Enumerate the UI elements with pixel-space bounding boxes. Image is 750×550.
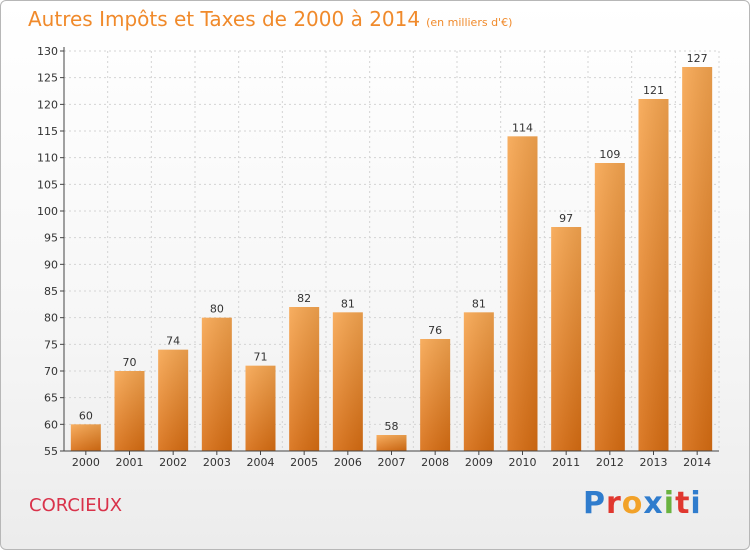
- x-tick-label: 2012: [596, 456, 624, 469]
- y-tick-label: 95: [44, 232, 58, 245]
- x-tick-label: 2009: [465, 456, 493, 469]
- data-label: 80: [210, 303, 224, 316]
- x-tick-label: 2011: [552, 456, 580, 469]
- bar-shade: [507, 136, 538, 452]
- proxiti-logo: Proxiti: [583, 486, 702, 521]
- y-tick-label: 120: [37, 98, 58, 111]
- y-tick-label: 60: [44, 418, 58, 431]
- chart-title-text: Autres Impôts et Taxes de 2000 à 2014: [28, 7, 421, 31]
- bar-shade: [114, 371, 145, 451]
- data-label: 82: [297, 292, 311, 305]
- bar-shade: [332, 312, 363, 451]
- data-label: 71: [254, 351, 268, 364]
- bar-shade: [682, 67, 713, 451]
- bars: [70, 67, 713, 452]
- x-tick-label: 2000: [72, 456, 100, 469]
- y-tick-label: 115: [37, 125, 58, 138]
- logo-letter: r: [606, 486, 622, 521]
- y-tick-label: 85: [44, 285, 58, 298]
- logo-letter: i: [663, 486, 676, 521]
- logo-letter: P: [583, 486, 606, 521]
- x-tick-label: 2002: [159, 456, 187, 469]
- bar-shade: [70, 424, 101, 451]
- data-label: 81: [472, 297, 486, 310]
- x-tick-label: 2014: [683, 456, 711, 469]
- bar-shade: [638, 99, 669, 451]
- chart-title: Autres Impôts et Taxes de 2000 à 2014 (en…: [28, 7, 512, 31]
- axes: [60, 47, 719, 455]
- x-tick-label: 2008: [421, 456, 449, 469]
- bar-shade: [376, 435, 407, 451]
- x-tick-label: 2003: [203, 456, 231, 469]
- data-label: 127: [687, 52, 708, 65]
- y-tick-label: 65: [44, 392, 58, 405]
- x-tick-label: 2004: [247, 456, 275, 469]
- bar-shade: [289, 307, 320, 451]
- data-label: 74: [166, 335, 180, 348]
- bar-shade: [463, 312, 494, 451]
- data-label: 109: [599, 148, 620, 161]
- x-tick-label: 2006: [334, 456, 362, 469]
- data-label: 81: [341, 297, 355, 310]
- data-label: 114: [512, 121, 533, 134]
- bar-shade: [158, 349, 189, 451]
- y-tick-label: 105: [37, 178, 58, 191]
- logo-letter: t: [675, 486, 691, 521]
- logo-letter: x: [643, 486, 664, 521]
- x-tick-label: 2001: [116, 456, 144, 469]
- bar-shade: [594, 163, 625, 451]
- data-label: 58: [385, 420, 399, 433]
- y-tick-label: 80: [44, 312, 58, 325]
- bar-shade: [201, 317, 232, 451]
- bar-shade: [420, 339, 451, 451]
- data-label: 76: [428, 324, 442, 337]
- bar-shade: [551, 227, 582, 451]
- data-label: 60: [79, 409, 93, 422]
- bar-shade: [245, 365, 276, 451]
- logo-letter: i: [690, 486, 702, 521]
- chart-subtitle: (en milliers d'€): [426, 16, 513, 29]
- y-tick-label: 130: [37, 45, 58, 58]
- y-tick-label: 110: [37, 152, 58, 165]
- data-label: 97: [559, 212, 573, 225]
- y-tick-label: 70: [44, 365, 58, 378]
- logo-letter: o: [621, 486, 644, 521]
- commune-name: CORCIEUX: [29, 495, 123, 516]
- y-tick-label: 55: [44, 445, 58, 458]
- y-tick-label: 100: [37, 205, 58, 218]
- x-tick-label: 2005: [290, 456, 318, 469]
- data-label: 121: [643, 84, 664, 97]
- y-tick-label: 125: [37, 72, 58, 85]
- x-tick-label: 2010: [509, 456, 537, 469]
- y-tick-label: 90: [44, 258, 58, 271]
- y-tick-label: 75: [44, 338, 58, 351]
- labels: 55 60 65 70 75 80 85 90 95 100 105 110 115 120 125 130 6…: [37, 45, 711, 469]
- x-tick-label: 2007: [378, 456, 406, 469]
- data-label: 70: [123, 356, 137, 369]
- x-tick-label: 2013: [640, 456, 668, 469]
